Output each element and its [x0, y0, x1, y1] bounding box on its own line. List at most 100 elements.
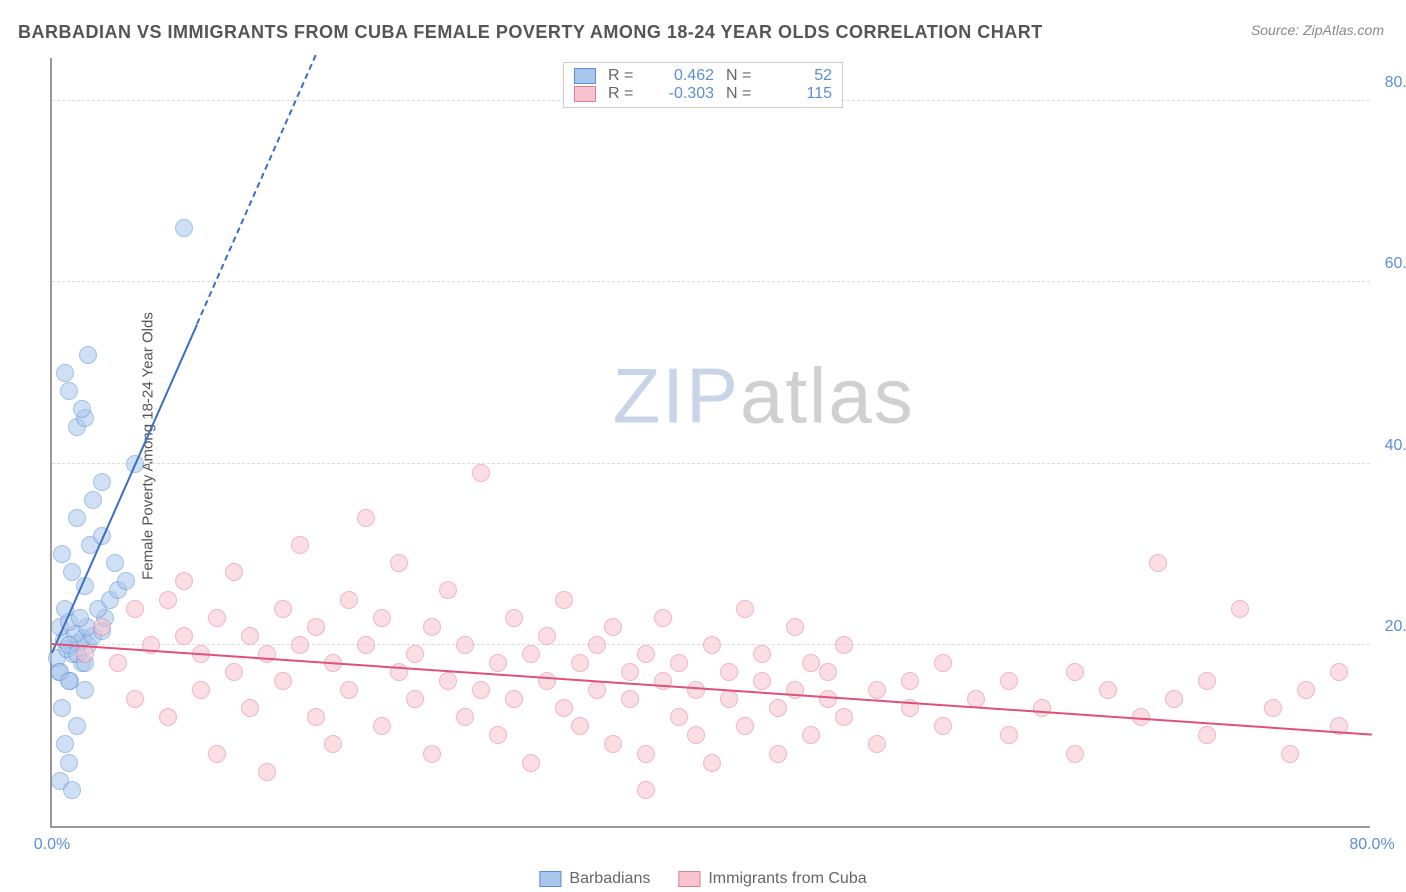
scatter-point	[60, 382, 78, 400]
scatter-point	[175, 572, 193, 590]
legend-label: Barbadians	[569, 870, 650, 888]
scatter-point	[621, 663, 639, 681]
chart-title: BARBADIAN VS IMMIGRANTS FROM CUBA FEMALE…	[18, 22, 1043, 43]
scatter-point	[835, 708, 853, 726]
scatter-point	[84, 491, 102, 509]
plot-area: ZIPatlas 20.0%40.0%60.0%80.0%0.0%80.0%	[50, 58, 1370, 828]
scatter-point	[621, 690, 639, 708]
legend-r-label: R =	[608, 67, 640, 85]
scatter-point	[1198, 672, 1216, 690]
scatter-point	[819, 663, 837, 681]
scatter-point	[291, 636, 309, 654]
scatter-point	[68, 509, 86, 527]
scatter-point	[373, 717, 391, 735]
scatter-point	[868, 735, 886, 753]
scatter-point	[423, 745, 441, 763]
scatter-point	[56, 364, 74, 382]
scatter-point	[274, 600, 292, 618]
scatter-point	[126, 690, 144, 708]
scatter-point	[53, 545, 71, 563]
scatter-point	[703, 754, 721, 772]
scatter-point	[175, 627, 193, 645]
scatter-point	[258, 763, 276, 781]
scatter-point	[109, 654, 127, 672]
scatter-point	[225, 563, 243, 581]
scatter-point	[340, 591, 358, 609]
scatter-point	[670, 708, 688, 726]
scatter-point	[522, 645, 540, 663]
y-tick-label: 40.0%	[1385, 437, 1406, 455]
scatter-point	[538, 627, 556, 645]
scatter-point	[786, 618, 804, 636]
scatter-point	[472, 681, 490, 699]
scatter-point	[637, 645, 655, 663]
scatter-point	[720, 663, 738, 681]
series-legend: BarbadiansImmigrants from Cuba	[539, 870, 866, 888]
legend-row: R =0.462N =52	[574, 67, 832, 85]
scatter-point	[1149, 554, 1167, 572]
scatter-point	[489, 654, 507, 672]
scatter-point	[472, 464, 490, 482]
x-tick-label: 0.0%	[34, 836, 70, 854]
scatter-point	[637, 745, 655, 763]
scatter-point	[79, 346, 97, 364]
legend-r-value: -0.303	[652, 85, 714, 103]
scatter-point	[670, 654, 688, 672]
scatter-point	[241, 699, 259, 717]
scatter-point	[1297, 681, 1315, 699]
scatter-point	[56, 735, 74, 753]
scatter-point	[93, 618, 111, 636]
scatter-point	[604, 735, 622, 753]
scatter-point	[736, 600, 754, 618]
scatter-point	[225, 663, 243, 681]
scatter-point	[291, 536, 309, 554]
scatter-point	[901, 672, 919, 690]
scatter-point	[175, 219, 193, 237]
y-tick-label: 80.0%	[1385, 74, 1406, 92]
scatter-point	[439, 672, 457, 690]
scatter-point	[274, 672, 292, 690]
correlation-legend: R =0.462N =52R =-0.303N =115	[563, 62, 843, 108]
scatter-point	[241, 627, 259, 645]
scatter-point	[868, 681, 886, 699]
scatter-point	[340, 681, 358, 699]
legend-r-label: R =	[608, 85, 640, 103]
scatter-point	[720, 690, 738, 708]
scatter-point	[390, 554, 408, 572]
scatter-point	[802, 654, 820, 672]
scatter-point	[753, 645, 771, 663]
scatter-point	[637, 781, 655, 799]
scatter-point	[208, 745, 226, 763]
scatter-point	[1281, 745, 1299, 763]
scatter-point	[357, 636, 375, 654]
scatter-point	[505, 609, 523, 627]
trend-line	[52, 643, 1372, 736]
scatter-point	[456, 636, 474, 654]
grid-line	[52, 281, 1370, 282]
scatter-point	[106, 554, 124, 572]
scatter-point	[1165, 690, 1183, 708]
scatter-point	[1000, 726, 1018, 744]
scatter-point	[1000, 672, 1018, 690]
legend-row: R =-0.303N =115	[574, 85, 832, 103]
legend-r-value: 0.462	[652, 67, 714, 85]
grid-line	[52, 463, 1370, 464]
legend-swatch	[574, 86, 596, 102]
scatter-point	[307, 708, 325, 726]
scatter-point	[687, 726, 705, 744]
scatter-point	[439, 581, 457, 599]
scatter-point	[192, 681, 210, 699]
scatter-point	[522, 754, 540, 772]
x-tick-label: 80.0%	[1349, 836, 1394, 854]
scatter-point	[1231, 600, 1249, 618]
y-tick-label: 20.0%	[1385, 618, 1406, 636]
scatter-point	[53, 699, 71, 717]
scatter-point	[357, 509, 375, 527]
watermark-atlas: atlas	[740, 351, 915, 439]
legend-swatch	[678, 871, 700, 887]
scatter-point	[769, 745, 787, 763]
scatter-point	[373, 609, 391, 627]
scatter-point	[687, 681, 705, 699]
scatter-point	[555, 591, 573, 609]
scatter-point	[505, 690, 523, 708]
